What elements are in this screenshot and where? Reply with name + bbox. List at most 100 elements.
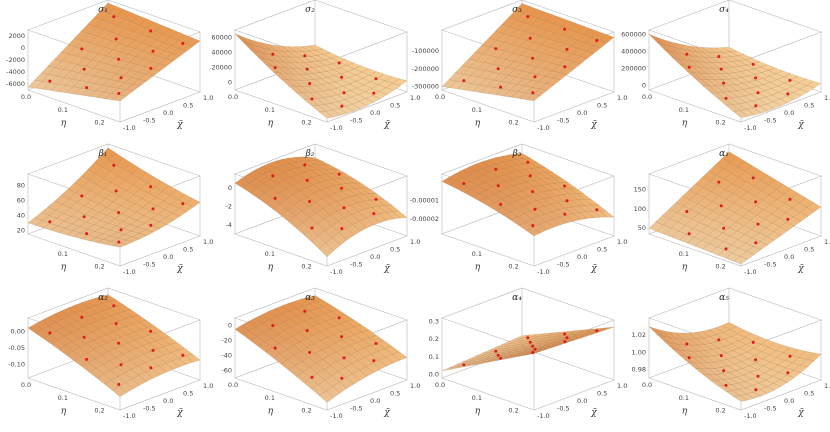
eta-tick-label: 0.2 — [301, 119, 311, 127]
data-point — [496, 184, 500, 188]
data-point — [722, 81, 726, 85]
data-point — [526, 336, 530, 340]
data-point — [531, 190, 535, 194]
data-point — [531, 351, 535, 354]
data-point — [496, 67, 500, 71]
data-point — [337, 316, 341, 320]
data-point — [722, 369, 726, 373]
chi-tick-label: 1.0 — [824, 94, 830, 102]
chart-title: α₅ — [719, 293, 729, 303]
data-point — [717, 55, 721, 58]
z-tick-label: -4000 — [6, 68, 25, 76]
data-point — [149, 185, 153, 189]
data-point — [82, 67, 86, 71]
chi-tick-label: 0.0 — [163, 253, 173, 261]
chi-tick-label: 0.5 — [183, 390, 193, 398]
data-point — [48, 79, 52, 83]
chart-title: α₁ — [719, 149, 729, 159]
data-point — [342, 356, 346, 360]
data-point — [719, 67, 723, 71]
chart-title: α₄ — [512, 293, 522, 303]
data-point — [754, 388, 758, 392]
data-point — [85, 86, 89, 90]
chi-axis-label: χ̃ — [590, 407, 597, 418]
chi-tick-label: -0.5 — [764, 405, 777, 413]
chi-tick-label: 0.0 — [370, 397, 380, 405]
data-point — [340, 335, 344, 339]
z-tick-label: 100 — [634, 205, 646, 213]
z-tick-label: 0.3 — [429, 318, 439, 326]
chi-axis-label: χ̃ — [383, 263, 390, 274]
z-tick-label: 0 — [228, 184, 232, 192]
chi-axis: -1.0 -0.5 0.0 0.5 1.0 χ̃ — [744, 238, 830, 276]
z-tick-label: 0.2 — [429, 335, 439, 343]
data-point — [565, 199, 569, 203]
data-point — [563, 184, 567, 188]
data-point — [117, 341, 121, 345]
z-tick-label: 0 — [642, 82, 646, 90]
z-tick-label: -20 — [221, 337, 232, 345]
surface — [27, 147, 201, 248]
chart-title: α₃ — [305, 293, 315, 303]
data-point — [754, 358, 758, 362]
eta-axis-label: η — [268, 118, 274, 128]
chi-tick-label: -1.0 — [744, 124, 757, 132]
z-tick-label: -0.00002 — [410, 215, 439, 223]
chart-svg: α₃ 0 -20 -40 -60 0.0 0.1 0.2 η -1.0 -0.5 0.0 0.5 1.0 χ… — [221, 287, 420, 420]
data-point — [112, 163, 116, 167]
chart-title: β₃ — [512, 149, 522, 159]
chi-tick-label: -1.0 — [123, 268, 136, 276]
chi-axis: -1.0 -0.5 0.0 0.5 1.0 χ̃ — [330, 94, 420, 132]
data-point — [305, 178, 309, 182]
data-points — [462, 15, 599, 95]
eta-axis-label: η — [61, 262, 67, 272]
data-point — [595, 208, 599, 212]
data-point — [310, 97, 314, 101]
surface-patch — [514, 153, 531, 159]
data-point — [687, 356, 691, 360]
data-point — [563, 212, 567, 216]
chi-tick-label: 1.0 — [824, 382, 830, 390]
chi-tick-label: 1.0 — [410, 238, 420, 246]
chart-title: σ₃ — [512, 5, 522, 15]
eta-axis-label: η — [682, 262, 688, 272]
data-point — [372, 359, 376, 363]
data-point — [80, 47, 84, 51]
eta-tick-label: 0.1 — [265, 250, 275, 258]
chi-tick-label: -0.5 — [350, 117, 363, 125]
chi-tick-label: -1.0 — [537, 268, 550, 276]
data-point — [181, 353, 185, 357]
surface-patch — [101, 2, 116, 14]
chi-tick-label: 0.5 — [804, 390, 814, 398]
data-point — [526, 160, 530, 164]
data-point — [756, 222, 760, 226]
data-point — [149, 329, 153, 333]
data-point — [751, 62, 755, 66]
data-point — [533, 207, 537, 211]
eta-tick-label: 0.1 — [472, 250, 482, 258]
data-point — [754, 241, 758, 245]
eta-axis-label: η — [682, 406, 688, 416]
data-point — [48, 331, 52, 335]
eta-tick-label: 0.2 — [715, 263, 725, 271]
z-tick-label: 600000 — [621, 30, 646, 38]
z-tick-label: 0.98 — [632, 365, 646, 373]
chi-axis-label: χ̃ — [797, 119, 804, 130]
eta-axis-label: η — [268, 406, 274, 416]
eta-axis: 0.0 0.1 0.2 η — [435, 381, 519, 416]
surface — [441, 153, 615, 237]
eta-axis: 0.1 0.2 η — [58, 250, 105, 273]
data-point — [528, 340, 532, 344]
data-point — [48, 220, 52, 224]
data-point — [308, 200, 312, 203]
chi-tick-label: 0.0 — [784, 253, 794, 261]
eta-tick-label: 0.2 — [508, 119, 518, 127]
data-point — [308, 351, 312, 354]
z-tick-label: 1.00 — [632, 348, 646, 356]
eta-tick-label: 0.1 — [265, 394, 275, 402]
eta-tick-label: 0.1 — [679, 394, 689, 402]
data-point — [786, 92, 790, 96]
z-tick-label: -60 — [221, 367, 232, 375]
data-points — [685, 338, 792, 392]
data-point — [181, 202, 185, 206]
